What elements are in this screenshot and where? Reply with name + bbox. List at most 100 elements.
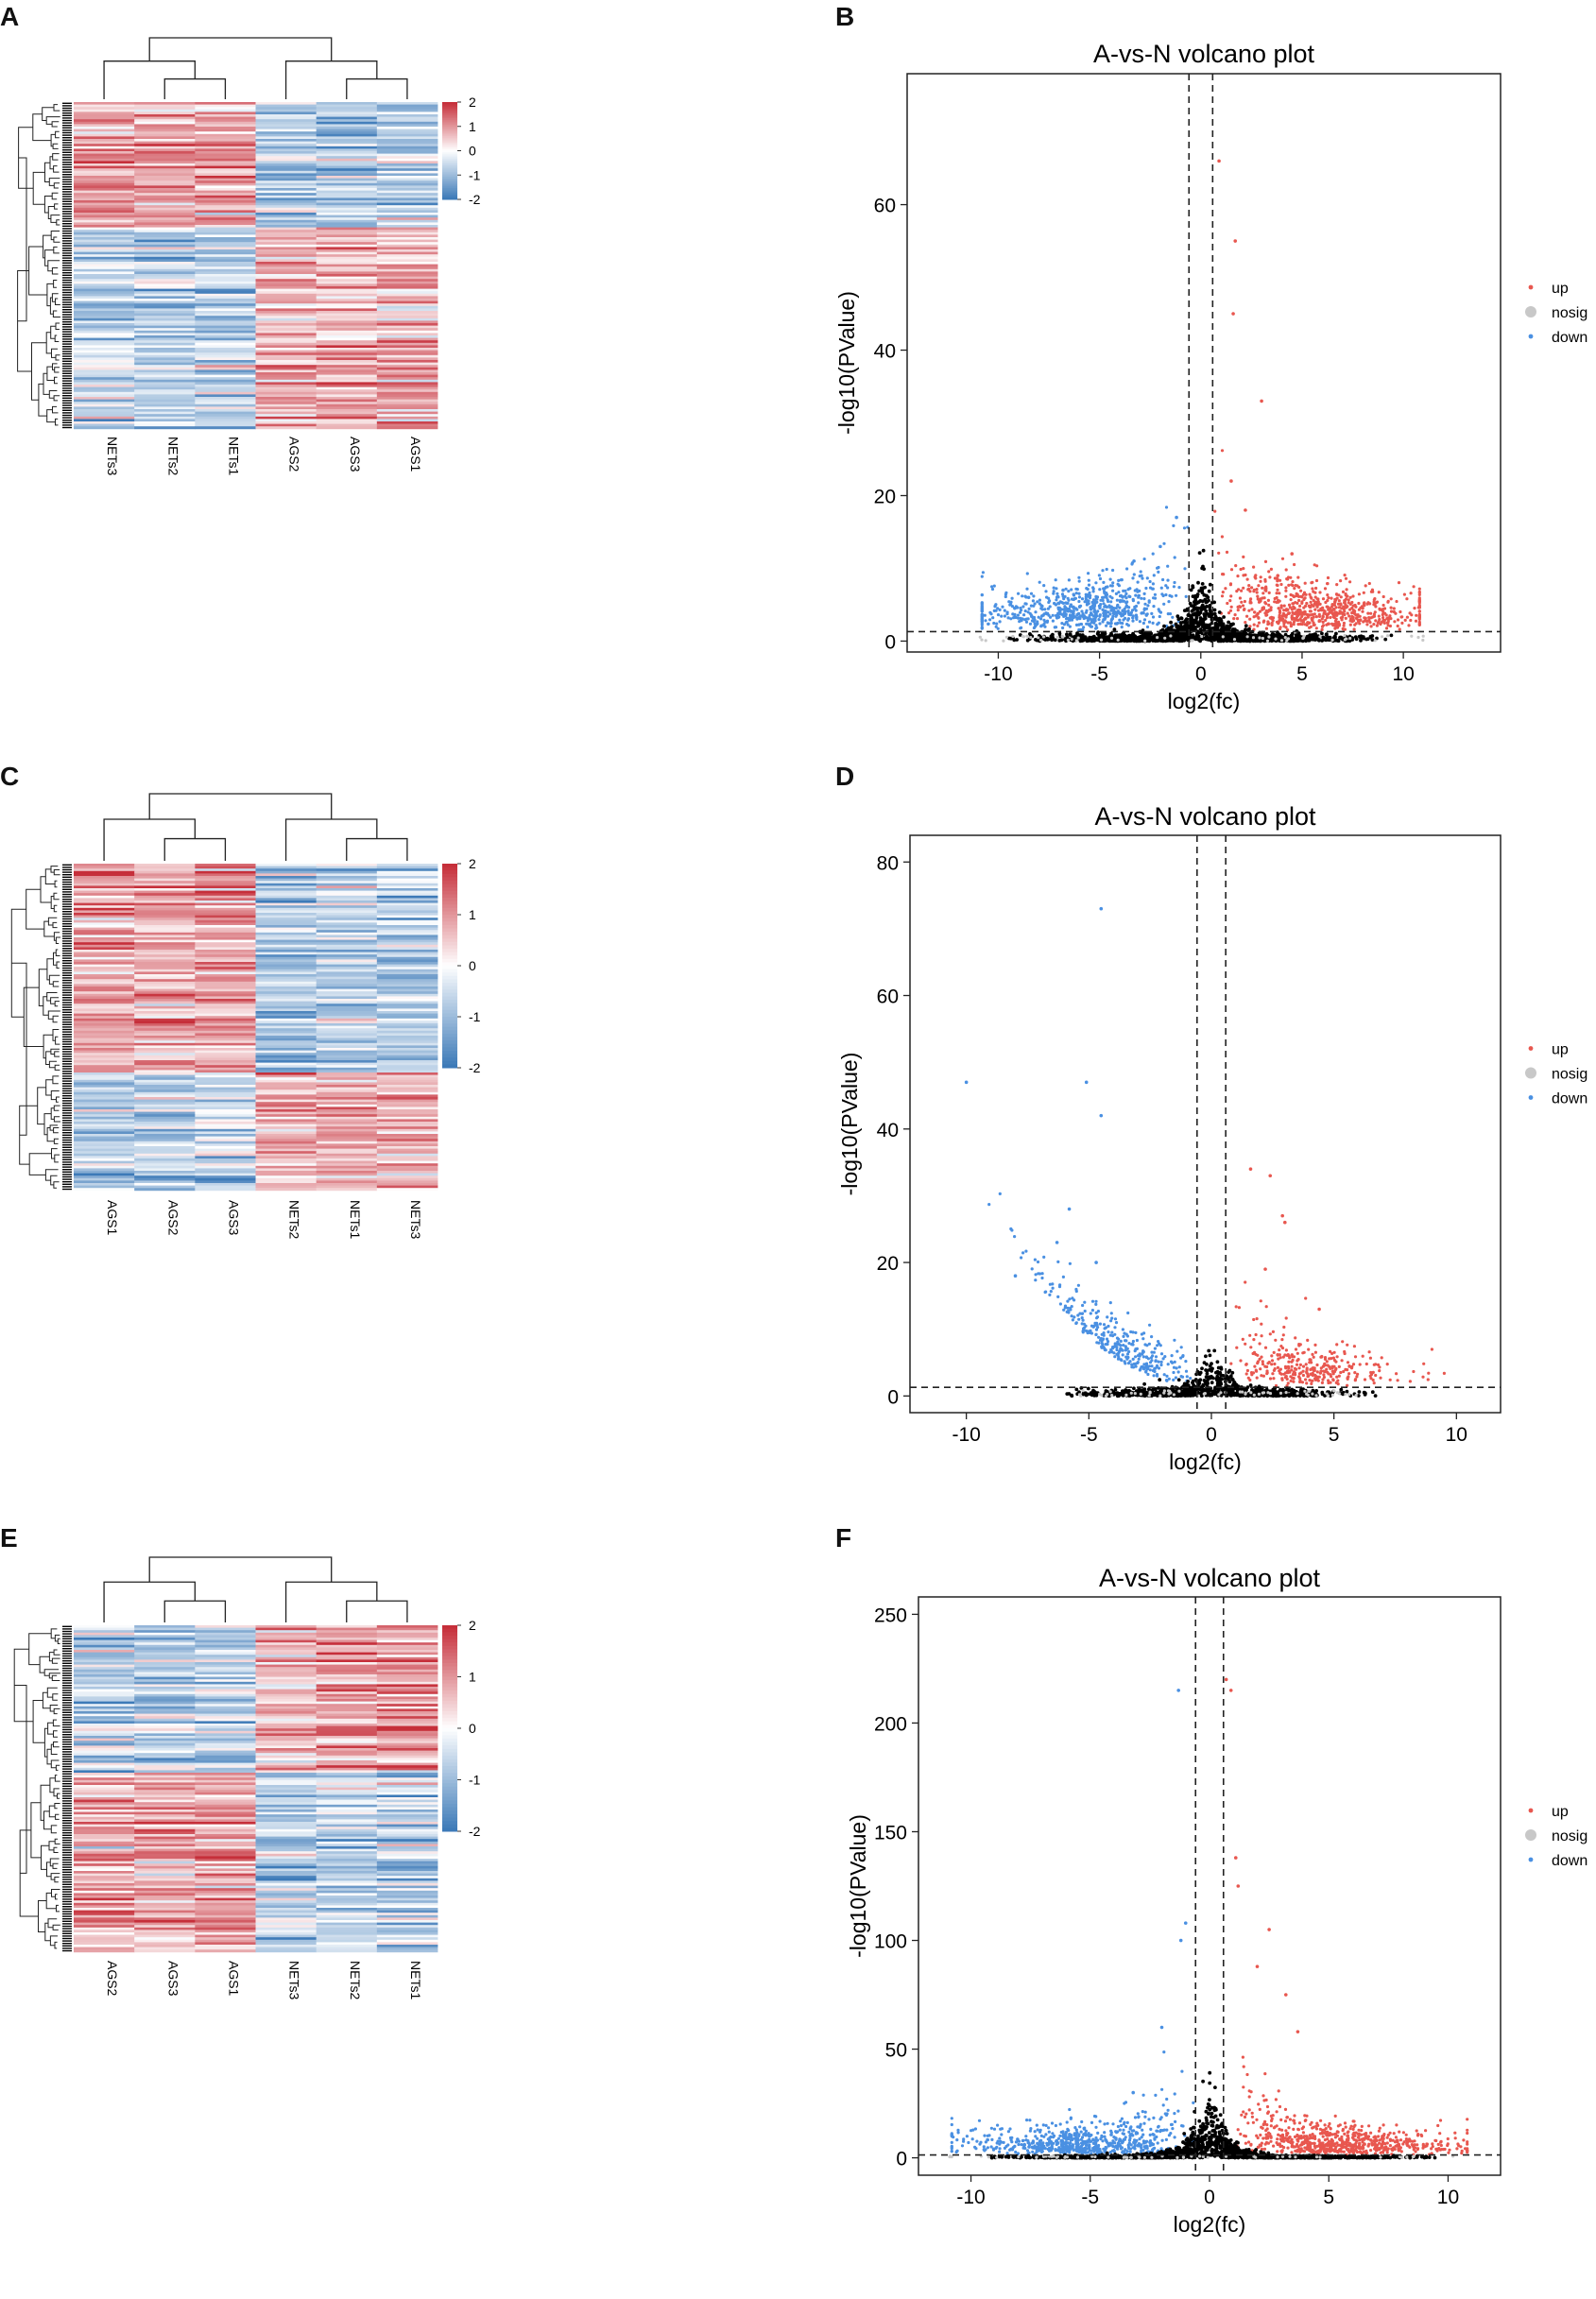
heatmap-cell — [316, 881, 378, 884]
data-point — [1072, 592, 1075, 596]
heatmap-cell — [316, 1021, 378, 1024]
heatmap-cell — [74, 1079, 135, 1083]
heatmap-cell — [255, 165, 317, 169]
heatmap-cell — [134, 237, 196, 240]
data-point — [1173, 556, 1176, 559]
heatmap-cell — [134, 1008, 196, 1012]
heatmap-cell — [134, 991, 196, 995]
heatmap-cell — [195, 214, 256, 218]
heatmap-cell — [134, 232, 196, 235]
heatmap-cell — [316, 399, 378, 403]
data-point — [1208, 582, 1212, 587]
data-point — [1097, 618, 1101, 622]
data-point — [1216, 631, 1220, 636]
heatmap-cell — [316, 910, 378, 914]
data-point — [1057, 639, 1062, 643]
data-point — [1372, 603, 1376, 607]
data-point — [1221, 573, 1225, 576]
heatmap-cell — [134, 868, 196, 872]
data-point — [1104, 638, 1108, 643]
data-point — [1295, 635, 1298, 640]
heatmap-cell — [316, 950, 378, 952]
color-scale-step — [442, 194, 457, 197]
heatmap-cell — [316, 193, 378, 197]
data-point — [1287, 603, 1292, 607]
color-scale-step — [442, 162, 457, 164]
heatmap-cell — [134, 962, 196, 965]
data-point — [1126, 609, 1130, 613]
data-point — [1399, 615, 1403, 619]
heatmap-cell — [316, 382, 378, 386]
heatmap-cell — [376, 866, 438, 869]
data-point — [1017, 592, 1021, 595]
heatmap-cell — [134, 112, 196, 115]
data-point — [1344, 637, 1347, 641]
heatmap-cell — [74, 1001, 135, 1004]
data-point — [1354, 605, 1358, 609]
data-point — [1197, 589, 1201, 593]
data-point — [1400, 621, 1404, 626]
heatmap-cell — [195, 1070, 256, 1073]
heatmap-cell — [316, 888, 378, 891]
data-point — [1145, 625, 1150, 629]
heatmap-cell — [195, 268, 256, 272]
heatmap-cell — [255, 402, 317, 405]
heatmap-cell — [134, 1055, 196, 1058]
heatmap-cell — [255, 919, 317, 923]
color-scale-step — [442, 126, 457, 129]
heatmap-cell — [316, 1028, 378, 1032]
heatmap-cell — [74, 264, 135, 267]
data-point — [1052, 586, 1055, 590]
heatmap-cell — [316, 127, 378, 129]
data-point — [1205, 593, 1209, 598]
heatmap-cell — [255, 1040, 317, 1044]
heatmap-cell — [195, 944, 256, 948]
heatmap-cell — [316, 352, 378, 356]
data-point — [1091, 587, 1095, 591]
data-point — [1169, 638, 1174, 643]
heatmap-cell — [134, 242, 196, 246]
heatmap-cell — [255, 335, 317, 338]
heatmap-cell — [134, 1038, 196, 1041]
data-point — [1076, 636, 1080, 640]
heatmap-cell — [316, 262, 378, 265]
data-point — [1281, 611, 1285, 615]
heatmap-cell — [134, 1060, 196, 1063]
data-point — [1383, 611, 1387, 615]
heatmap-cell — [134, 935, 196, 938]
heatmap-cell — [134, 308, 196, 312]
data-point — [1232, 617, 1236, 621]
data-point — [1230, 635, 1235, 639]
data-point — [1082, 626, 1086, 629]
heatmap-cell — [255, 148, 317, 152]
data-point — [1381, 635, 1384, 639]
heatmap-cell — [195, 320, 256, 324]
heatmap-cell — [195, 281, 256, 284]
data-point — [1101, 595, 1105, 600]
row-dendrogram-link — [47, 206, 55, 219]
heatmap-cell — [74, 888, 135, 891]
heatmap-cell — [316, 905, 378, 909]
data-point — [1087, 583, 1091, 587]
heatmap-cell — [376, 213, 438, 215]
heatmap-cell — [316, 313, 378, 317]
color-scale-step — [442, 146, 457, 148]
heatmap-cell — [316, 947, 378, 951]
data-point — [1200, 634, 1204, 639]
data-point — [1257, 584, 1261, 588]
data-point — [1312, 604, 1315, 609]
heatmap-cell — [376, 902, 438, 906]
data-point — [1320, 617, 1324, 621]
heatmap-cell — [255, 883, 317, 886]
data-point — [1356, 614, 1360, 619]
heatmap-cell — [316, 1085, 378, 1088]
data-point — [1290, 608, 1294, 611]
heatmap-cell — [255, 937, 317, 940]
data-point — [1389, 633, 1394, 638]
data-point — [1193, 602, 1197, 607]
heatmap-cell — [255, 369, 317, 373]
heatmap-cell — [134, 254, 196, 258]
heatmap-cell — [195, 939, 256, 943]
heatmap-cell — [376, 348, 438, 351]
heatmap-cell — [376, 414, 438, 418]
